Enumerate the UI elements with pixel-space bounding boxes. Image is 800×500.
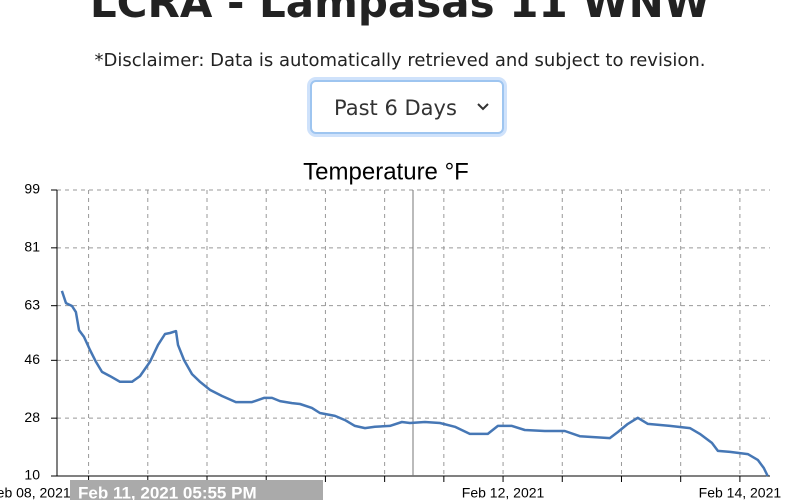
tooltip-label: Feb 11, 2021 05:55 PM (78, 483, 257, 500)
chart-title: Temperature °F (303, 158, 469, 185)
y-tick-label: 10 (24, 467, 40, 483)
y-tick-label: 28 (24, 409, 40, 425)
y-tick-label: 46 (24, 351, 40, 367)
x-tick-label: Feb 08, 2021 (0, 485, 71, 500)
range-select-value: Past 6 Days (334, 96, 457, 120)
y-tick-label: 99 (24, 181, 40, 197)
x-tick-label: Feb 12, 2021 (462, 485, 545, 500)
x-tick-label: Feb 14, 2021 (699, 485, 782, 500)
range-select[interactable]: Past 6 Days (310, 80, 504, 134)
tooltip-box (70, 480, 323, 500)
temperature-line (60, 290, 769, 477)
y-tick-label: 81 (24, 239, 40, 255)
disclaimer: *Disclaimer: Data is automatically retri… (94, 50, 706, 71)
page-title: LCRA - Lampasas 11 WNW (89, 0, 711, 27)
y-tick-label: 63 (24, 296, 40, 312)
chevron (477, 103, 489, 111)
